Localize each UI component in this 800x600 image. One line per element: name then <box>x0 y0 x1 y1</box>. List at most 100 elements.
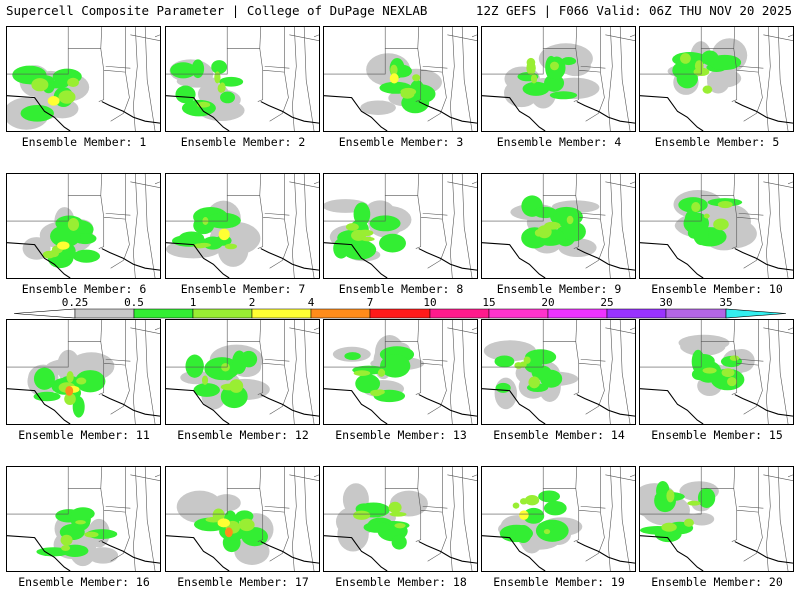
boundary-line <box>619 27 631 131</box>
boundary-line <box>324 341 443 368</box>
field-contour-high <box>702 85 713 94</box>
boundary-line <box>787 181 793 185</box>
boundary-line <box>575 467 578 489</box>
boundary-line <box>482 242 546 278</box>
field-map <box>7 467 160 571</box>
boundary-line <box>154 181 160 185</box>
boundary-line <box>154 327 160 331</box>
field-contour-max <box>218 228 230 241</box>
field-contour-mid <box>363 521 391 533</box>
boundary-line <box>98 363 105 395</box>
field-contour-high <box>58 90 76 104</box>
boundary-line <box>482 341 601 368</box>
map-panel-member-1 <box>6 26 161 132</box>
boundary-line <box>292 467 297 571</box>
field-contour-mid <box>355 374 381 394</box>
map-panel-member-10 <box>639 173 794 279</box>
field-contour-high <box>519 498 528 505</box>
field-contour-mid <box>494 355 515 368</box>
boundary-line <box>450 467 455 571</box>
boundary-line <box>787 474 793 478</box>
boundary-line <box>734 541 793 564</box>
colorbar-right-arrow <box>725 308 787 319</box>
field-contour-high <box>388 501 402 514</box>
field-contour-mid <box>344 352 361 361</box>
field-map <box>482 467 635 571</box>
colorbar-segment <box>369 308 431 319</box>
boundary-line <box>415 70 422 102</box>
boundary-line <box>110 174 130 269</box>
field-contour-high <box>721 368 735 378</box>
field-contour-high <box>694 60 704 72</box>
field-contour-high <box>345 223 359 231</box>
boundary-line <box>7 388 71 424</box>
boundary-line <box>100 320 103 342</box>
boundary-line <box>738 212 764 216</box>
boundary-line <box>743 467 763 562</box>
colorbar-segment <box>310 308 371 319</box>
field-contour-high <box>729 355 740 361</box>
field-contour-mid <box>353 202 371 226</box>
field-contour-mid <box>205 212 241 229</box>
boundary-line <box>471 474 477 478</box>
boundary-line <box>259 467 262 489</box>
colorbar-tick-label: 30 <box>659 296 673 309</box>
boundary-line <box>166 195 285 222</box>
boundary-line <box>629 181 635 185</box>
field-contour-mid <box>710 368 745 391</box>
field-contour-high <box>534 229 543 237</box>
boundary-line <box>7 48 126 75</box>
field-contour-high <box>691 201 701 213</box>
field-contour-mid <box>75 370 106 393</box>
field-contour-high <box>238 518 255 532</box>
field-map <box>7 174 160 278</box>
colorbar-left-arrow <box>13 308 76 319</box>
boundary-line <box>576 248 635 271</box>
field-contour-high <box>357 229 374 237</box>
boundary-line <box>471 34 477 38</box>
map-panel-member-3 <box>323 26 478 132</box>
boundary-line <box>166 48 285 75</box>
field-map <box>482 27 635 131</box>
boundary-line <box>763 34 793 42</box>
boundary-line <box>101 541 160 564</box>
boundary-line <box>573 363 580 395</box>
field-contour-mid <box>538 490 561 503</box>
boundary-line <box>482 195 601 222</box>
field-contour-mid <box>523 507 545 524</box>
field-map <box>640 174 793 278</box>
boundary-line <box>608 27 613 131</box>
boundary-line <box>731 510 738 542</box>
boundary-line <box>166 95 230 131</box>
field-contour-mid <box>684 210 699 229</box>
boundary-line <box>303 174 315 278</box>
boundary-line <box>777 174 789 278</box>
field-contour-high <box>205 516 222 523</box>
field-contour-high <box>666 489 675 503</box>
boundary-line <box>585 320 605 415</box>
boundary-line <box>450 27 455 131</box>
field-contour-mid <box>692 353 715 368</box>
member-label: Ensemble Member: 14 <box>493 428 625 442</box>
boundary-line <box>731 363 738 395</box>
field-contour-light <box>87 547 119 564</box>
field-contour-mid <box>525 349 557 365</box>
boundary-line <box>733 467 736 489</box>
boundary-line <box>777 27 789 131</box>
field-contour-high <box>687 500 701 506</box>
boundary-line <box>422 65 448 69</box>
field-contour-high <box>390 64 398 76</box>
field-contour-max <box>217 518 230 528</box>
boundary-line <box>738 65 764 69</box>
field-contour-mid <box>220 91 236 104</box>
field-map <box>324 27 477 131</box>
boundary-line <box>269 174 289 269</box>
boundary-line <box>144 320 156 424</box>
map-panel-member-16 <box>6 466 161 572</box>
field-contour-high <box>412 74 421 82</box>
boundary-line <box>260 541 319 564</box>
boundary-line <box>130 474 160 482</box>
field-contour-mid <box>380 354 411 378</box>
member-label: Ensemble Member: 12 <box>177 428 309 442</box>
boundary-line <box>605 327 635 335</box>
